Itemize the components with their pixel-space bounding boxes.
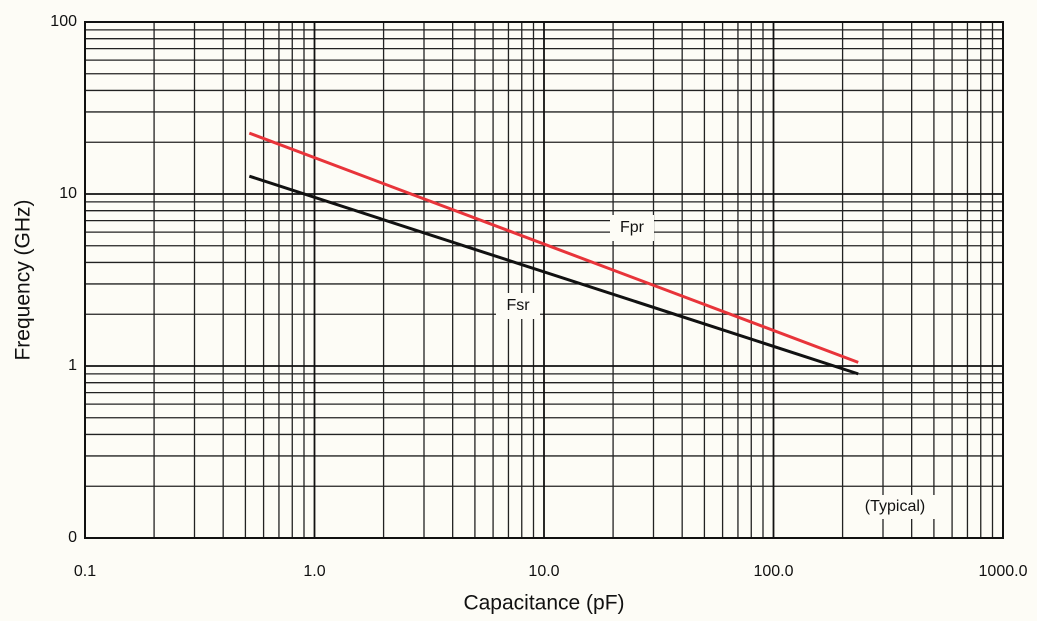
annotation-bg: [853, 495, 937, 519]
series-line: [248, 174, 859, 376]
y-tick-label: 1: [68, 357, 77, 374]
series-label: Fpr: [620, 219, 645, 236]
x-tick-label: 1.0: [303, 563, 325, 580]
annotation: (Typical): [865, 498, 925, 515]
series-label-bg: [496, 293, 540, 319]
x-tick-label: 0.1: [74, 563, 96, 580]
x-tick-label: 100.0: [753, 563, 793, 580]
x-tick-label: 1000.0: [979, 563, 1028, 580]
y-tick-label: 100: [50, 13, 77, 30]
series-line: [248, 131, 859, 364]
y-tick-label: 0: [68, 529, 77, 546]
series-label-bg: [610, 215, 654, 241]
series-label: Fsr: [506, 297, 530, 314]
plot-frame: [84, 21, 1004, 539]
x-tick-label: 10.0: [528, 563, 559, 580]
x-axis-label: Capacitance (pF): [463, 592, 624, 615]
y-axis-label: Frequency (GHz): [12, 199, 35, 360]
y-tick-label: 10: [59, 185, 77, 202]
